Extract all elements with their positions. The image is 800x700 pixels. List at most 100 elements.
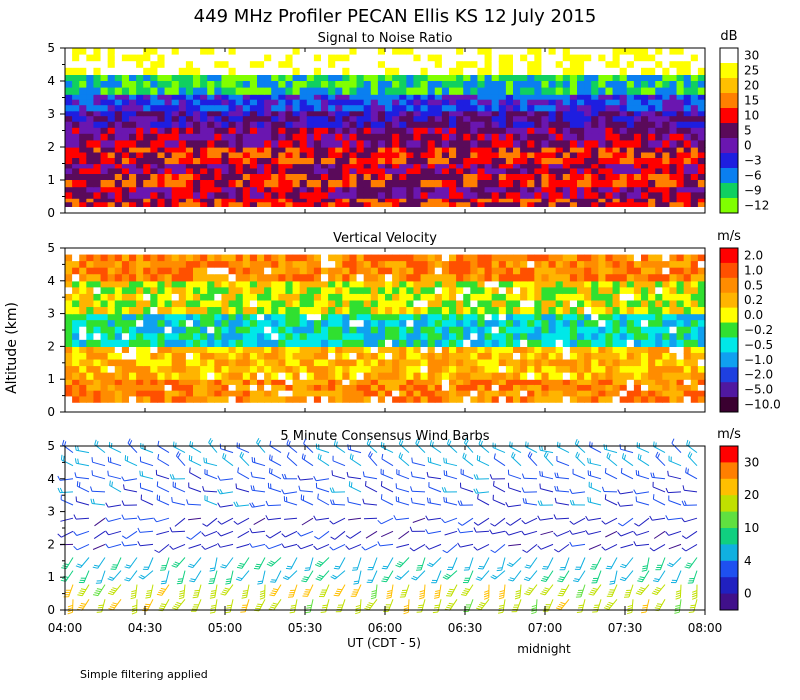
heatmap-cell <box>356 333 365 341</box>
heatmap-cell <box>420 140 429 148</box>
heatmap-cell <box>79 267 87 275</box>
heatmap-cell <box>257 140 265 148</box>
heatmap-cell <box>498 152 507 159</box>
heatmap-cell <box>292 152 301 159</box>
heatmap-cell <box>498 366 507 374</box>
heatmap-cell <box>171 173 180 181</box>
heatmap-cell <box>385 320 393 328</box>
heatmap-cell <box>299 152 308 159</box>
heatmap-cell <box>214 168 223 174</box>
heatmap-cell <box>129 127 137 135</box>
heatmap-cell <box>228 81 237 89</box>
heatmap-cell <box>498 280 507 288</box>
heatmap-cell <box>584 121 592 128</box>
heatmap-cell <box>484 110 493 117</box>
heatmap-cell <box>605 202 614 207</box>
heatmap-cell <box>93 390 102 398</box>
heatmap-cell <box>655 390 663 398</box>
heatmap-cell <box>555 202 564 207</box>
heatmap-cell <box>200 274 208 282</box>
heatmap-cell <box>342 110 351 117</box>
heatmap-cell <box>164 121 173 128</box>
heatmap-cell <box>185 67 194 75</box>
heatmap-cell <box>328 140 336 148</box>
heatmap-cell <box>321 300 329 308</box>
heatmap-cell <box>477 192 486 199</box>
heatmap-cell <box>413 313 422 321</box>
heatmap-cell <box>413 390 422 398</box>
heatmap-cell <box>129 379 137 386</box>
heatmap-cell <box>584 48 592 56</box>
heatmap-cell <box>242 87 251 95</box>
heatmap-cell <box>548 67 557 75</box>
heatmap-cell <box>65 384 73 392</box>
heatmap-cell <box>619 163 628 170</box>
heatmap-cell <box>214 61 223 69</box>
heatmap-cell <box>221 396 230 403</box>
heatmap-cell <box>484 202 493 207</box>
heatmap-cell <box>434 81 443 89</box>
heatmap-cell <box>612 168 621 174</box>
heatmap-cell <box>114 384 123 392</box>
heatmap-cell <box>441 274 450 282</box>
heatmap-cell <box>249 121 258 128</box>
heatmap-cell <box>114 192 123 199</box>
wind-barb <box>237 467 250 480</box>
heatmap-cell <box>598 307 607 315</box>
heatmap-cell <box>249 105 258 112</box>
heatmap-cell <box>697 105 706 112</box>
heatmap-cell <box>505 267 514 275</box>
heatmap-cell <box>363 384 372 392</box>
wind-barb <box>443 496 458 506</box>
heatmap-cell <box>299 320 308 328</box>
heatmap-cell <box>569 74 578 82</box>
heatmap-cell <box>249 116 258 123</box>
wind-barb <box>281 473 297 480</box>
heatmap-cell <box>313 346 322 354</box>
heatmap-cell <box>207 202 215 207</box>
heatmap-cell <box>505 261 514 269</box>
heatmap-cell <box>697 87 706 95</box>
heatmap-cell <box>584 307 592 315</box>
heatmap-cell <box>527 293 535 302</box>
wind-barb <box>505 517 522 526</box>
heatmap-cell <box>335 359 343 367</box>
heatmap-cell <box>626 61 635 69</box>
heatmap-cell <box>264 293 272 302</box>
heatmap-cell <box>342 202 351 207</box>
heatmap-cell <box>257 366 265 374</box>
heatmap-cell <box>285 163 294 170</box>
heatmap-cell <box>669 390 678 398</box>
heatmap-cell <box>562 74 571 82</box>
heatmap-cell <box>633 67 642 75</box>
heatmap-cell <box>200 158 208 165</box>
heatmap-cell <box>505 81 514 89</box>
heatmap-cell <box>669 158 678 165</box>
heatmap-cell <box>264 267 272 275</box>
heatmap-cell <box>79 198 87 203</box>
heatmap-cell <box>484 280 493 288</box>
heatmap-cell <box>406 396 415 403</box>
heatmap-cell <box>577 110 585 117</box>
heatmap-cell <box>562 158 571 165</box>
heatmap-cell <box>143 180 151 188</box>
heatmap-cell <box>221 261 230 269</box>
wind-barb <box>139 482 154 493</box>
heatmap-cell <box>321 326 329 334</box>
heatmap-cell <box>328 173 336 181</box>
heatmap-cell <box>463 333 471 341</box>
heatmap-cell <box>676 173 685 181</box>
heatmap-cell <box>313 168 322 174</box>
heatmap-cell <box>541 300 550 308</box>
heatmap-cell <box>363 140 372 148</box>
heatmap-cell <box>619 372 628 380</box>
heatmap-cell <box>449 326 457 334</box>
heatmap-cell <box>107 396 116 403</box>
heatmap-cell <box>577 372 585 380</box>
heatmap-cell <box>548 116 557 123</box>
heatmap-cell <box>662 61 671 69</box>
heatmap-cell <box>228 379 237 386</box>
heatmap-cell <box>349 99 358 106</box>
heatmap-cell <box>121 94 130 101</box>
heatmap-cell <box>413 202 422 207</box>
